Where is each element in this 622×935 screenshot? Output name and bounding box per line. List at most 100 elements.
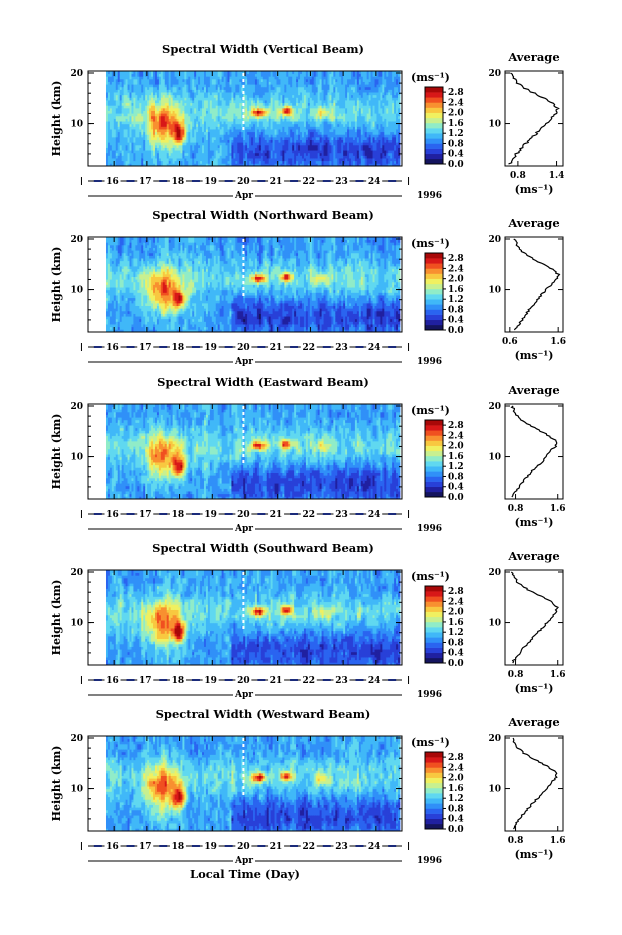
heatmap-cell — [105, 160, 109, 164]
heatmap-cell — [168, 158, 172, 162]
heatmap-cell — [117, 152, 121, 156]
heatmap-cell — [276, 105, 279, 109]
heatmap-cell — [127, 144, 130, 148]
heatmap-cell — [205, 131, 209, 135]
heatmap-cell — [123, 150, 126, 154]
heatmap-cell — [235, 102, 238, 106]
heatmap-cell — [145, 86, 148, 90]
heatmap-cell — [239, 100, 242, 104]
heatmap-cell — [113, 126, 117, 130]
heatmap-cell — [113, 123, 117, 127]
heatmap-cell — [231, 94, 234, 98]
heatmap-cell — [229, 136, 232, 141]
heatmap-cell — [184, 142, 187, 146]
heatmap-cell — [145, 73, 148, 77]
heatmap-cell — [113, 136, 117, 141]
heatmap-cell — [241, 129, 244, 133]
heatmap-cell — [178, 107, 181, 111]
heatmap-cell — [192, 129, 195, 133]
heatmap-cell — [278, 129, 281, 133]
heatmap-cell — [215, 94, 219, 98]
heatmap-cell — [260, 76, 264, 80]
heatmap-cell — [215, 92, 219, 96]
heatmap-cell — [143, 71, 146, 75]
heatmap-cell — [123, 136, 126, 141]
heatmap-cell — [207, 142, 211, 146]
heatmap-cell — [245, 136, 248, 141]
heatmap-cell — [180, 118, 183, 122]
heatmap-cell — [221, 147, 224, 151]
heatmap-cell — [141, 136, 144, 141]
heatmap-cell — [184, 139, 187, 143]
heatmap-cell — [174, 105, 177, 109]
heatmap-cell — [182, 92, 185, 96]
heatmap-cell — [209, 107, 213, 111]
heatmap-cell — [129, 134, 132, 138]
heatmap-cell — [268, 155, 272, 159]
heatmap-cell — [170, 123, 174, 127]
heatmap-cell — [131, 115, 134, 119]
heatmap-cell — [202, 94, 205, 98]
heatmap-cell — [188, 136, 191, 141]
heatmap-cell — [121, 147, 125, 151]
heatmap-cell — [260, 94, 264, 98]
heatmap-cell — [151, 92, 154, 96]
heatmap-cell — [266, 115, 270, 119]
heatmap-cell — [274, 121, 277, 125]
heatmap-cell — [262, 123, 266, 127]
heatmap-cell — [139, 152, 142, 156]
heatmap-cell — [164, 142, 168, 146]
heatmap-cell — [162, 131, 166, 135]
heatmap-cell — [209, 113, 213, 117]
heatmap-cell — [233, 73, 236, 77]
heatmap-cell — [158, 134, 162, 138]
heatmap-cell — [256, 126, 260, 130]
heatmap-cell — [247, 155, 250, 159]
heatmap-cell — [186, 129, 189, 133]
heatmap-cell — [207, 129, 211, 133]
heatmap-cell — [213, 113, 217, 117]
heatmap-cell — [139, 78, 142, 82]
heatmap-cell — [229, 160, 232, 164]
heatmap-cell — [166, 131, 170, 135]
heatmap-cell — [254, 86, 258, 90]
heatmap-cell — [274, 94, 277, 98]
heatmap-cell — [184, 121, 187, 125]
heatmap-cell — [170, 129, 174, 133]
heatmap-cell — [186, 102, 189, 106]
heatmap-cell — [194, 81, 197, 85]
heatmap-cell — [272, 76, 275, 80]
heatmap-cell — [147, 152, 150, 156]
heatmap-cell — [174, 129, 177, 133]
heatmap-cell — [115, 81, 119, 85]
heatmap-cell — [172, 86, 175, 90]
heatmap-cell — [184, 136, 187, 141]
heatmap-cell — [141, 86, 144, 90]
heatmap-cell — [160, 100, 164, 104]
heatmap-cell — [115, 126, 119, 130]
heatmap-cell — [215, 142, 219, 146]
heatmap-cell — [166, 97, 170, 101]
heatmap-cell — [174, 142, 177, 146]
heatmap-cell — [247, 160, 250, 164]
heatmap-cell — [188, 107, 191, 111]
heatmap-cell — [270, 158, 273, 162]
heatmap-cell — [182, 107, 185, 111]
heatmap-cell — [158, 89, 162, 93]
heatmap-cell — [225, 110, 228, 114]
heatmap-cell — [211, 131, 215, 135]
heatmap-cell — [264, 123, 268, 127]
heatmap-cell — [252, 86, 256, 90]
heatmap-cell — [219, 110, 223, 114]
heatmap-cell — [168, 100, 172, 104]
heatmap-cell — [164, 113, 168, 117]
heatmap-cell — [186, 142, 189, 146]
heatmap-cell — [241, 105, 244, 109]
heatmap-cell — [272, 110, 275, 114]
heatmap-cell — [205, 78, 209, 82]
heatmap-cell — [231, 142, 234, 146]
heatmap-cell — [105, 163, 109, 167]
heatmap-cell — [141, 105, 144, 109]
heatmap-cell — [147, 89, 150, 93]
heatmap-cell — [176, 100, 179, 104]
